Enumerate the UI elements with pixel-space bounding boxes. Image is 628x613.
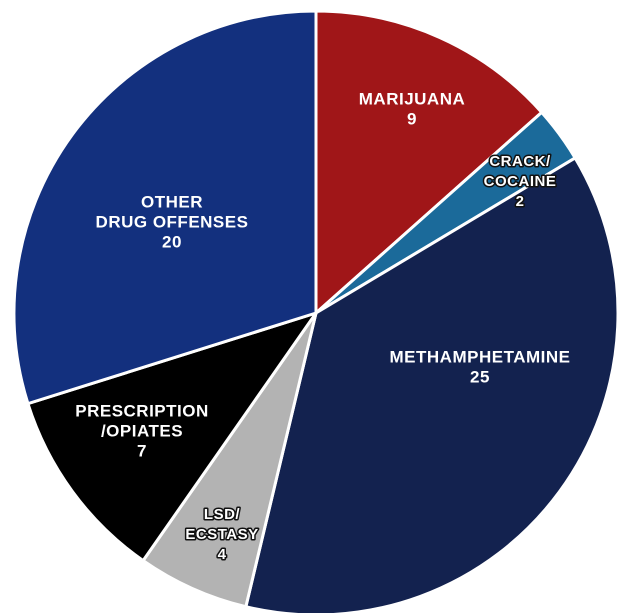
pie-slice-prescription-opiates — [26, 310, 320, 563]
pie-labels: MARIJUANA9CRACK/COCAINE2METHAMPHETAMINE2… — [75, 89, 571, 564]
slice-label-group: CRACK/COCAINE 2 — [482, 151, 557, 211]
slice-category-label: MARIJUANA — [359, 89, 466, 108]
slice-value-label: 25 — [470, 367, 490, 386]
pie-slices — [12, 9, 620, 613]
slice-value-label: 9 — [407, 109, 417, 128]
slice-category-label: OTHER — [141, 192, 203, 211]
slice-value-label: 7 — [137, 441, 147, 460]
slice-label-group: LSD/ECSTASY 4 — [184, 504, 260, 564]
slice-category-label: CRACK/ — [489, 153, 551, 170]
slice-category-label: COCAINE — [484, 173, 557, 190]
slice-category-label: ECSTASY — [185, 526, 258, 543]
pie-slice-other-drug-offenses — [12, 9, 318, 406]
slice-value-label: 2 — [516, 193, 525, 210]
slice-category-label: /OPIATES — [101, 421, 183, 440]
slice-category-label: DRUG OFFENSES — [96, 212, 249, 231]
slice-value-label: 20 — [162, 232, 182, 251]
pie-slice-methamphetamine — [244, 155, 620, 613]
slice-category-label: METHAMPHETAMINE — [390, 347, 571, 366]
slice-category-label: LSD/ — [204, 506, 241, 523]
slice-category-label: PRESCRIPTION — [75, 401, 209, 420]
slice-value-label: 4 — [218, 546, 227, 563]
pie-slice-marijuana — [314, 9, 544, 317]
